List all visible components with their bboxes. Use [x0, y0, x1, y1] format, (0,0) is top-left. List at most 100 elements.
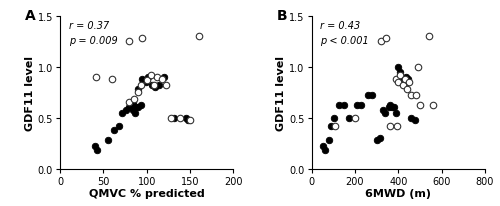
Point	[124, 106, 132, 110]
Point	[346, 116, 354, 120]
Point	[403, 88, 411, 91]
Point	[332, 125, 340, 128]
X-axis label: QMVC % predicted: QMVC % predicted	[89, 188, 204, 199]
Point	[148, 84, 156, 87]
Point	[160, 76, 168, 79]
Point	[402, 76, 410, 79]
Y-axis label: GDF11 level: GDF11 level	[25, 55, 35, 130]
Text: B: B	[277, 9, 287, 23]
Point	[142, 81, 150, 84]
Point	[392, 111, 400, 115]
Point	[136, 84, 144, 87]
Point	[416, 104, 424, 108]
Point	[176, 116, 184, 120]
Point	[353, 104, 361, 108]
Point	[138, 78, 146, 81]
Point	[384, 106, 392, 110]
Point	[398, 84, 406, 87]
Point	[147, 74, 155, 77]
Point	[132, 106, 140, 110]
Point	[158, 78, 166, 81]
Point	[110, 129, 118, 132]
Text: A: A	[26, 9, 36, 23]
Point	[118, 111, 126, 115]
Point	[134, 91, 142, 94]
Point	[155, 84, 163, 87]
Point	[414, 66, 422, 69]
Point	[320, 145, 328, 148]
Point	[401, 78, 409, 81]
Point	[153, 76, 161, 79]
Point	[351, 116, 359, 120]
Point	[372, 139, 380, 142]
Point	[408, 116, 416, 120]
Point	[182, 116, 190, 120]
Point	[104, 139, 112, 142]
Point	[358, 104, 366, 108]
Point	[195, 35, 203, 39]
Point	[334, 104, 342, 108]
Point	[327, 125, 335, 128]
Point	[404, 78, 412, 81]
Point	[321, 149, 329, 152]
Point	[382, 111, 390, 115]
Point	[400, 84, 407, 87]
Point	[108, 78, 116, 81]
Point	[126, 40, 134, 43]
Point	[115, 125, 123, 128]
Point	[330, 116, 338, 120]
Point	[376, 137, 384, 140]
Point	[126, 101, 134, 104]
Text: r = 0.43
p < 0.001: r = 0.43 p < 0.001	[320, 21, 369, 46]
Point	[340, 104, 348, 108]
Point	[152, 86, 160, 89]
Point	[130, 111, 138, 115]
Point	[382, 37, 390, 41]
X-axis label: 6MWD (m): 6MWD (m)	[366, 188, 432, 199]
Point	[142, 79, 150, 82]
Point	[394, 81, 402, 84]
Point	[136, 104, 144, 108]
Point	[379, 108, 387, 112]
Point	[364, 94, 372, 97]
Point	[396, 71, 404, 74]
Point	[130, 98, 138, 102]
Point	[162, 84, 170, 87]
Point	[129, 101, 137, 104]
Point	[186, 118, 194, 122]
Point	[429, 104, 437, 108]
Point	[388, 106, 396, 110]
Point	[138, 37, 146, 41]
Point	[150, 84, 158, 87]
Point	[408, 94, 416, 97]
Point	[398, 78, 406, 81]
Point	[392, 78, 400, 81]
Point	[386, 104, 394, 108]
Point	[127, 104, 135, 108]
Point	[94, 149, 102, 152]
Point	[144, 76, 152, 79]
Point	[412, 94, 420, 97]
Point	[405, 81, 413, 84]
Point	[424, 35, 432, 39]
Point	[134, 88, 142, 91]
Point	[92, 76, 100, 79]
Point	[134, 106, 142, 110]
Point	[167, 116, 175, 120]
Point	[396, 74, 404, 77]
Text: r = 0.37
p = 0.009: r = 0.37 p = 0.009	[68, 21, 117, 46]
Point	[90, 145, 98, 148]
Point	[390, 106, 398, 110]
Point	[170, 116, 178, 120]
Point	[410, 118, 418, 122]
Point	[325, 139, 333, 142]
Y-axis label: GDF11 level: GDF11 level	[276, 55, 286, 130]
Point	[394, 66, 402, 69]
Point	[184, 118, 192, 122]
Point	[377, 40, 385, 43]
Point	[368, 94, 376, 97]
Point	[393, 125, 401, 128]
Point	[129, 108, 137, 112]
Point	[122, 108, 130, 112]
Point	[386, 125, 394, 128]
